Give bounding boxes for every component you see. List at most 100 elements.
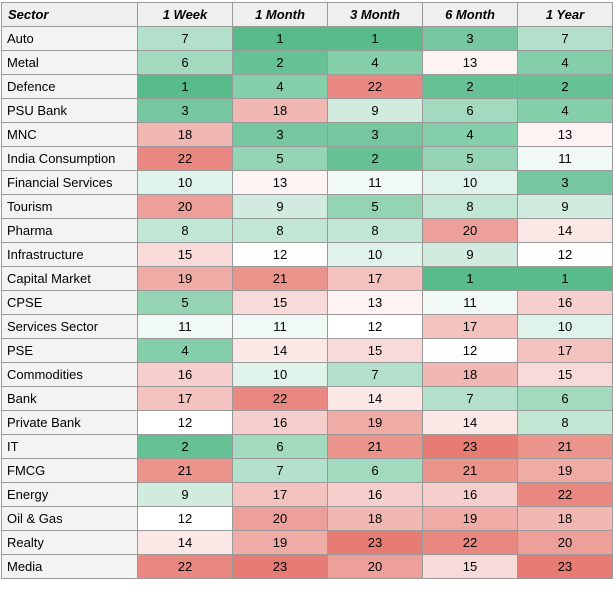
table-row: Pharma 8 8 8 20 14 — [1, 218, 613, 243]
rank-cell: 13 — [327, 290, 423, 315]
rank-cell: 18 — [517, 506, 613, 531]
table-row: Realty 14 19 23 22 20 — [1, 530, 613, 555]
sector-label: FMCG — [1, 458, 138, 483]
sector-rank-heatmap: Sector 1 Week 1 Month 3 Month 6 Month 1 … — [1, 2, 613, 579]
rank-cell: 9 — [422, 242, 518, 267]
rank-cell: 18 — [422, 362, 518, 387]
rank-cell: 21 — [517, 434, 613, 459]
rank-cell: 9 — [232, 194, 328, 219]
rank-cell: 23 — [327, 530, 423, 555]
rank-cell: 14 — [517, 218, 613, 243]
rank-cell: 9 — [137, 482, 233, 507]
rank-cell: 19 — [232, 530, 328, 555]
rank-cell: 22 — [517, 482, 613, 507]
rank-cell: 14 — [232, 338, 328, 363]
rank-cell: 17 — [517, 338, 613, 363]
column-header-1-month: 1 Month — [232, 2, 328, 27]
rank-cell: 7 — [137, 26, 233, 51]
rank-cell: 4 — [517, 98, 613, 123]
rank-cell: 3 — [232, 122, 328, 147]
table-row: FMCG 21 7 6 21 19 — [1, 458, 613, 483]
sector-label: Commodities — [1, 362, 138, 387]
rank-cell: 13 — [422, 50, 518, 75]
rank-cell: 1 — [137, 74, 233, 99]
rank-cell: 21 — [232, 266, 328, 291]
rank-cell: 8 — [137, 218, 233, 243]
sector-label: Media — [1, 554, 138, 579]
rank-cell: 6 — [422, 98, 518, 123]
sector-label: Pharma — [1, 218, 138, 243]
table-row: Commodities 16 10 7 18 15 — [1, 362, 613, 387]
rank-cell: 17 — [422, 314, 518, 339]
rank-cell: 2 — [137, 434, 233, 459]
rank-cell: 6 — [517, 386, 613, 411]
rank-cell: 13 — [517, 122, 613, 147]
rank-cell: 15 — [517, 362, 613, 387]
rank-cell: 9 — [327, 98, 423, 123]
rank-cell: 11 — [422, 290, 518, 315]
rank-cell: 18 — [232, 98, 328, 123]
table-row: PSU Bank 3 18 9 6 4 — [1, 98, 613, 123]
rank-cell: 16 — [137, 362, 233, 387]
rank-cell: 11 — [517, 146, 613, 171]
rank-cell: 16 — [327, 482, 423, 507]
table-row: Services Sector 11 11 12 17 10 — [1, 314, 613, 339]
rank-cell: 2 — [327, 146, 423, 171]
sector-label: Infrastructure — [1, 242, 138, 267]
sector-label: Defence — [1, 74, 138, 99]
sector-label: Energy — [1, 482, 138, 507]
rank-cell: 2 — [422, 74, 518, 99]
sector-label: Private Bank — [1, 410, 138, 435]
sector-label: Financial Services — [1, 170, 138, 195]
rank-cell: 8 — [517, 410, 613, 435]
rank-cell: 17 — [232, 482, 328, 507]
rank-cell: 19 — [137, 266, 233, 291]
rank-cell: 20 — [137, 194, 233, 219]
rank-cell: 9 — [517, 194, 613, 219]
rank-cell: 20 — [517, 530, 613, 555]
rank-cell: 14 — [422, 410, 518, 435]
rank-cell: 18 — [327, 506, 423, 531]
rank-cell: 3 — [517, 170, 613, 195]
rank-cell: 3 — [327, 122, 423, 147]
sector-label: India Consumption — [1, 146, 138, 171]
table-row: Oil & Gas 12 20 18 19 18 — [1, 506, 613, 531]
sector-label: IT — [1, 434, 138, 459]
rank-cell: 13 — [232, 170, 328, 195]
sector-column-header: Sector — [1, 2, 138, 27]
rank-cell: 17 — [327, 266, 423, 291]
column-header-1-year: 1 Year — [517, 2, 613, 27]
sector-label: Capital Market — [1, 266, 138, 291]
rank-cell: 5 — [232, 146, 328, 171]
rank-cell: 16 — [517, 290, 613, 315]
column-header-3-month: 3 Month — [327, 2, 423, 27]
rank-cell: 16 — [422, 482, 518, 507]
rank-cell: 16 — [232, 410, 328, 435]
rank-cell: 11 — [137, 314, 233, 339]
rank-cell: 22 — [137, 554, 233, 579]
rank-cell: 12 — [517, 242, 613, 267]
rank-cell: 6 — [137, 50, 233, 75]
rank-cell: 14 — [137, 530, 233, 555]
rank-cell: 21 — [137, 458, 233, 483]
rank-cell: 6 — [327, 458, 423, 483]
sector-label: Metal — [1, 50, 138, 75]
sector-label: Bank — [1, 386, 138, 411]
rank-cell: 15 — [327, 338, 423, 363]
table-row: Defence 1 4 22 2 2 — [1, 74, 613, 99]
rank-cell: 4 — [517, 50, 613, 75]
rank-cell: 10 — [232, 362, 328, 387]
table-row: Media 22 23 20 15 23 — [1, 554, 613, 579]
rank-cell: 20 — [327, 554, 423, 579]
rank-cell: 10 — [517, 314, 613, 339]
table-row: Capital Market 19 21 17 1 1 — [1, 266, 613, 291]
sector-label: CPSE — [1, 290, 138, 315]
rank-cell: 20 — [422, 218, 518, 243]
rank-cell: 7 — [327, 362, 423, 387]
rank-cell: 12 — [137, 506, 233, 531]
table-row: IT 2 6 21 23 21 — [1, 434, 613, 459]
rank-cell: 7 — [232, 458, 328, 483]
sector-label: PSE — [1, 338, 138, 363]
rank-cell: 4 — [232, 74, 328, 99]
table-row: India Consumption 22 5 2 5 11 — [1, 146, 613, 171]
